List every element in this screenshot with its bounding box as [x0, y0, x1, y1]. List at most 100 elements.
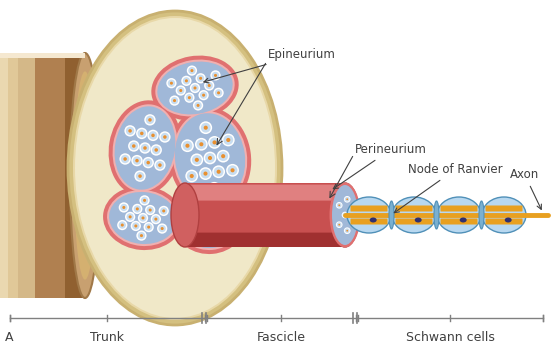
Circle shape — [193, 100, 203, 110]
Circle shape — [139, 142, 151, 154]
Circle shape — [183, 77, 190, 84]
Ellipse shape — [169, 107, 251, 209]
Ellipse shape — [75, 18, 275, 318]
FancyBboxPatch shape — [65, 53, 85, 298]
Circle shape — [204, 126, 208, 130]
Circle shape — [197, 139, 206, 149]
Circle shape — [203, 201, 213, 211]
Circle shape — [226, 164, 239, 177]
Circle shape — [144, 158, 152, 167]
Polygon shape — [0, 53, 85, 58]
Text: Trunk: Trunk — [90, 331, 124, 344]
Circle shape — [218, 219, 225, 226]
Circle shape — [170, 95, 179, 106]
Circle shape — [177, 87, 184, 94]
Circle shape — [208, 182, 220, 195]
Circle shape — [170, 82, 173, 85]
Circle shape — [205, 218, 215, 228]
Circle shape — [207, 205, 210, 208]
Circle shape — [213, 140, 217, 144]
Circle shape — [223, 225, 233, 235]
Circle shape — [345, 228, 350, 233]
Circle shape — [190, 83, 200, 93]
FancyBboxPatch shape — [396, 219, 433, 225]
Circle shape — [208, 84, 211, 87]
FancyBboxPatch shape — [351, 205, 387, 211]
Ellipse shape — [479, 201, 484, 229]
Circle shape — [187, 65, 197, 76]
Circle shape — [208, 237, 215, 244]
Circle shape — [201, 123, 211, 133]
Circle shape — [162, 209, 165, 213]
FancyBboxPatch shape — [0, 53, 85, 298]
Circle shape — [217, 91, 220, 94]
Circle shape — [194, 219, 204, 229]
Circle shape — [200, 212, 207, 219]
Ellipse shape — [151, 55, 239, 120]
Circle shape — [132, 222, 140, 229]
Circle shape — [213, 213, 217, 216]
Circle shape — [124, 157, 127, 161]
Circle shape — [117, 220, 127, 230]
Circle shape — [213, 227, 220, 234]
Circle shape — [225, 226, 232, 233]
Text: Perineurium: Perineurium — [334, 143, 427, 189]
Circle shape — [201, 169, 211, 179]
Circle shape — [192, 232, 194, 234]
Ellipse shape — [437, 197, 481, 233]
FancyBboxPatch shape — [396, 205, 433, 211]
Circle shape — [199, 142, 203, 146]
Circle shape — [140, 195, 150, 205]
Circle shape — [147, 130, 158, 141]
Circle shape — [140, 132, 143, 135]
Circle shape — [186, 144, 189, 148]
Circle shape — [192, 155, 202, 165]
FancyBboxPatch shape — [185, 183, 345, 247]
Circle shape — [212, 72, 219, 79]
Circle shape — [217, 217, 227, 227]
Circle shape — [184, 92, 194, 103]
Circle shape — [161, 227, 163, 230]
Circle shape — [152, 215, 160, 223]
Circle shape — [200, 227, 210, 237]
Circle shape — [337, 222, 342, 227]
Circle shape — [183, 141, 192, 151]
Circle shape — [181, 76, 192, 86]
Circle shape — [185, 79, 188, 82]
FancyBboxPatch shape — [351, 219, 387, 225]
Circle shape — [206, 82, 213, 89]
Ellipse shape — [155, 60, 235, 116]
FancyBboxPatch shape — [440, 205, 478, 211]
Circle shape — [214, 74, 217, 77]
Circle shape — [131, 155, 143, 166]
Circle shape — [337, 203, 342, 208]
Ellipse shape — [109, 100, 181, 196]
Circle shape — [203, 230, 207, 233]
Circle shape — [346, 230, 348, 232]
Circle shape — [157, 223, 167, 234]
Circle shape — [133, 156, 141, 165]
Circle shape — [191, 84, 199, 92]
Circle shape — [129, 215, 132, 219]
Circle shape — [143, 222, 154, 232]
Circle shape — [193, 86, 197, 90]
Circle shape — [344, 227, 351, 234]
Circle shape — [215, 89, 222, 96]
Circle shape — [148, 209, 152, 211]
Point — [545, 213, 551, 217]
Circle shape — [151, 134, 155, 137]
Circle shape — [338, 224, 340, 226]
Circle shape — [346, 198, 348, 200]
Circle shape — [191, 69, 193, 72]
FancyBboxPatch shape — [0, 53, 35, 298]
Ellipse shape — [460, 217, 466, 222]
Ellipse shape — [112, 104, 177, 192]
Circle shape — [155, 217, 157, 221]
Circle shape — [212, 226, 222, 236]
Circle shape — [149, 131, 157, 139]
Circle shape — [132, 144, 136, 148]
Ellipse shape — [178, 196, 242, 250]
Circle shape — [202, 214, 205, 217]
Circle shape — [198, 90, 209, 100]
Circle shape — [212, 186, 216, 190]
